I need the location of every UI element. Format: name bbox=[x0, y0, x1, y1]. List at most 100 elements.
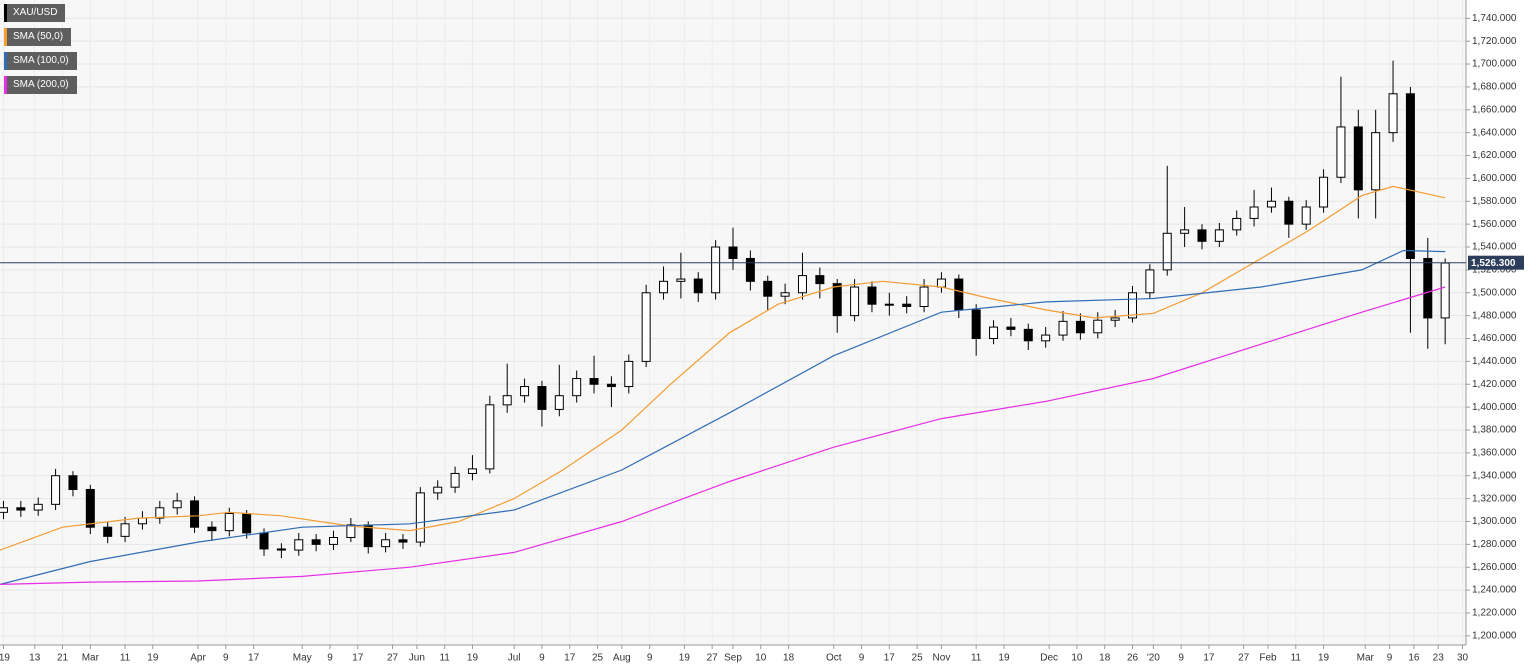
y-tick-label: 1,580.000 bbox=[1472, 196, 1517, 207]
candle-body bbox=[276, 548, 286, 551]
candle-body bbox=[954, 278, 964, 311]
x-tick-label: Feb bbox=[1259, 653, 1277, 664]
x-tick-label: 16 bbox=[1408, 653, 1420, 664]
legend-entry: SMA (50,0) bbox=[4, 28, 72, 46]
candle-body bbox=[1249, 206, 1259, 219]
candle-body bbox=[242, 512, 252, 534]
y-tick-label: 1,740.000 bbox=[1472, 13, 1517, 24]
candle-body bbox=[1041, 334, 1051, 342]
candle-body bbox=[867, 286, 877, 305]
candle-body bbox=[676, 278, 686, 282]
candle-body bbox=[745, 257, 755, 282]
candle-body bbox=[1006, 326, 1016, 330]
y-tick-label: 1,720.000 bbox=[1472, 36, 1517, 47]
candle-body bbox=[1093, 319, 1103, 334]
legend-swatch bbox=[4, 52, 7, 70]
candle-body bbox=[103, 526, 113, 537]
x-tick-label: '19 bbox=[0, 653, 10, 664]
candle-body bbox=[16, 507, 26, 511]
candle-body bbox=[259, 532, 269, 550]
candle-body bbox=[190, 500, 200, 528]
candle-body bbox=[780, 292, 790, 297]
y-tick-label: 1,200.000 bbox=[1472, 630, 1517, 641]
x-tick-label: Mar bbox=[1357, 653, 1375, 664]
y-tick-label: 1,420.000 bbox=[1472, 379, 1517, 390]
x-tick-label: 18 bbox=[783, 653, 795, 664]
legend-label: SMA (200,0) bbox=[13, 79, 69, 90]
x-tick-label: 9 bbox=[647, 653, 653, 664]
sma-line bbox=[0, 249, 1446, 585]
candle-body bbox=[1284, 200, 1294, 225]
candle-body bbox=[936, 278, 946, 288]
x-tick-label: 11 bbox=[971, 653, 982, 664]
sma-line bbox=[0, 286, 1446, 585]
x-tick-label: 19 bbox=[467, 653, 479, 664]
candle-body bbox=[554, 395, 564, 410]
candle-body bbox=[450, 472, 460, 488]
candle-body bbox=[0, 507, 8, 513]
y-tick-label: 1,300.000 bbox=[1472, 516, 1517, 527]
x-tick-label: 17 bbox=[564, 653, 576, 664]
candle-body bbox=[51, 475, 61, 505]
candle-body bbox=[832, 283, 842, 317]
x-tick-label: 25 bbox=[592, 653, 604, 664]
x-tick-label: 27 bbox=[387, 653, 399, 664]
candle-body bbox=[693, 278, 703, 294]
x-tick-label: 10 bbox=[1071, 653, 1083, 664]
candle-body bbox=[1162, 232, 1172, 271]
x-tick-label: May bbox=[293, 653, 312, 664]
y-tick-label: 1,600.000 bbox=[1472, 173, 1517, 184]
candle-body bbox=[1301, 206, 1311, 225]
legend-entry: XAU/USD bbox=[4, 4, 66, 22]
x-tick-label: Nov bbox=[933, 653, 951, 664]
sma-line bbox=[0, 185, 1446, 551]
y-tick-label: 1,320.000 bbox=[1472, 493, 1517, 504]
candle-body bbox=[659, 280, 669, 294]
y-tick-label: 1,260.000 bbox=[1472, 562, 1517, 573]
candle-body bbox=[1353, 126, 1363, 191]
candle-body bbox=[589, 378, 599, 385]
candle-body bbox=[1266, 200, 1276, 208]
candle-body bbox=[1232, 217, 1242, 231]
x-tick-label: Apr bbox=[190, 653, 206, 664]
candle-body bbox=[398, 539, 408, 543]
x-tick-label: 19 bbox=[1318, 653, 1330, 664]
y-tick-label: 1,240.000 bbox=[1472, 585, 1517, 596]
candle-body bbox=[989, 326, 999, 340]
candle-body bbox=[797, 275, 807, 294]
candle-body bbox=[1145, 269, 1155, 294]
x-tick-label: 23 bbox=[1433, 653, 1445, 664]
candle-body bbox=[902, 303, 912, 307]
candle-body bbox=[1423, 257, 1433, 319]
x-tick-label: Aug bbox=[613, 653, 631, 664]
legend-label: XAU/USD bbox=[13, 7, 58, 18]
last-price-box bbox=[1468, 255, 1524, 270]
candle-body bbox=[415, 492, 425, 543]
legend-entry: SMA (200,0) bbox=[4, 76, 77, 94]
x-tick-label: 10 bbox=[755, 653, 767, 664]
y-tick-label: 1,280.000 bbox=[1472, 539, 1517, 550]
x-tick-label: Jul bbox=[508, 653, 521, 664]
x-tick-label: Dec bbox=[1040, 653, 1058, 664]
candle-body bbox=[311, 539, 321, 545]
legend: XAU/USD SMA (50,0) SMA (100,0) SMA (200,0) bbox=[4, 4, 77, 100]
candle-body bbox=[763, 280, 773, 297]
plot bbox=[0, 0, 1466, 645]
candle-body bbox=[711, 246, 721, 294]
candle-body bbox=[537, 386, 547, 410]
x-tick-label: 9 bbox=[1178, 653, 1184, 664]
y-tick-label: 1,360.000 bbox=[1472, 448, 1517, 459]
candle-body bbox=[85, 488, 95, 528]
candle-body bbox=[1075, 320, 1085, 334]
x-tick-label: Jun bbox=[409, 653, 425, 664]
y-tick-label: 1,680.000 bbox=[1472, 82, 1517, 93]
x-tick-label: '20 bbox=[1147, 653, 1160, 664]
x-tick-label: 17 bbox=[884, 653, 896, 664]
x-tick-label: 11 bbox=[1291, 653, 1302, 664]
candle-body bbox=[572, 378, 582, 397]
candle-body bbox=[137, 517, 147, 525]
candle-body bbox=[1023, 328, 1033, 342]
candle-body bbox=[815, 275, 825, 285]
x-tick-label: 26 bbox=[1127, 653, 1139, 664]
